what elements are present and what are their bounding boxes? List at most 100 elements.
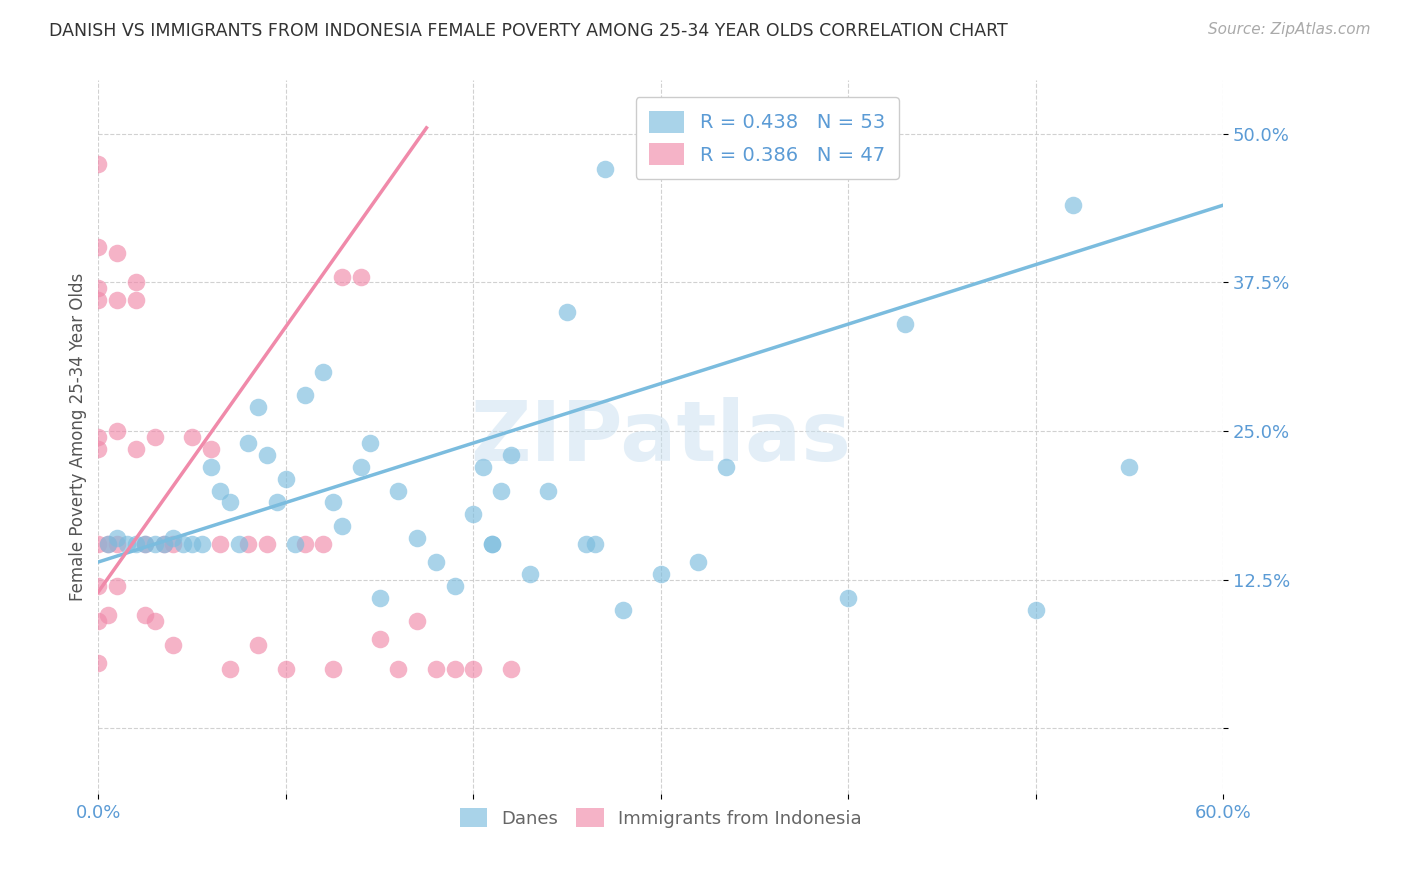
Point (716, 459, 738, 474)
Point (266, 495, 288, 509)
Point (519, 566, 541, 581)
Point (143, 615, 166, 629)
Point (153, 537, 176, 551)
Point (228, 537, 250, 551)
Point (312, 365, 335, 379)
Point (97, 537, 120, 551)
Text: Source: ZipAtlas.com: Source: ZipAtlas.com (1208, 22, 1371, 37)
Point (1118, 459, 1140, 474)
Point (425, 662, 447, 676)
Point (481, 537, 503, 551)
Point (172, 537, 194, 551)
Point (537, 483, 560, 498)
Point (491, 483, 513, 498)
Point (1025, 602, 1047, 616)
Legend: Danes, Immigrants from Indonesia: Danes, Immigrants from Indonesia (449, 797, 873, 838)
Point (125, 537, 148, 551)
Point (612, 602, 634, 616)
Point (837, 591, 859, 605)
Point (499, 662, 522, 676)
Point (246, 638, 269, 652)
Point (256, 537, 278, 551)
Point (105, 537, 128, 551)
Point (499, 448, 522, 462)
Point (688, 555, 710, 569)
Point (350, 459, 373, 474)
Point (593, 162, 616, 177)
Point (463, 508, 485, 522)
Point (105, 245, 128, 260)
Point (555, 305, 578, 319)
Text: DANISH VS IMMIGRANTS FROM INDONESIA FEMALE POVERTY AMONG 25-34 YEAR OLDS CORRELA: DANISH VS IMMIGRANTS FROM INDONESIA FEMA… (49, 22, 1008, 40)
Point (322, 662, 344, 676)
Point (143, 430, 166, 444)
Point (294, 537, 316, 551)
Point (463, 662, 485, 676)
Point (87, 442, 110, 456)
Point (893, 317, 915, 331)
Point (97, 537, 120, 551)
Point (274, 662, 297, 676)
Point (134, 537, 156, 551)
Point (134, 608, 156, 623)
Point (359, 436, 381, 450)
Point (105, 579, 128, 593)
Point (368, 632, 391, 647)
Point (87, 156, 110, 170)
Point (87, 281, 110, 295)
Point (115, 537, 138, 551)
Point (238, 436, 260, 450)
Point (387, 662, 409, 676)
Point (218, 495, 240, 509)
Point (471, 459, 494, 474)
Point (181, 537, 204, 551)
Point (330, 519, 353, 533)
Point (125, 442, 148, 456)
Point (368, 591, 391, 605)
Point (134, 537, 156, 551)
Point (387, 483, 409, 498)
Point (330, 269, 353, 284)
Point (125, 293, 148, 308)
Point (246, 401, 269, 415)
Point (218, 662, 240, 676)
Point (284, 537, 307, 551)
Point (1062, 198, 1084, 212)
Point (650, 566, 672, 581)
Point (350, 269, 373, 284)
Point (143, 537, 166, 551)
Point (575, 537, 598, 551)
Point (162, 638, 184, 652)
Point (425, 555, 447, 569)
Text: ZIPatlas: ZIPatlas (471, 397, 851, 477)
Point (406, 531, 429, 545)
Point (105, 531, 128, 545)
Point (87, 656, 110, 670)
Point (162, 531, 184, 545)
Point (162, 537, 184, 551)
Point (87, 240, 110, 254)
Point (97, 608, 120, 623)
Point (125, 276, 148, 290)
Point (256, 448, 278, 462)
Point (105, 293, 128, 308)
Point (443, 662, 465, 676)
Point (443, 579, 465, 593)
Point (274, 472, 297, 486)
Y-axis label: Female Poverty Among 25-34 Year Olds: Female Poverty Among 25-34 Year Olds (69, 273, 87, 601)
Point (87, 615, 110, 629)
Point (200, 459, 222, 474)
Point (87, 537, 110, 551)
Point (238, 537, 260, 551)
Point (406, 615, 429, 629)
Point (481, 537, 503, 551)
Point (209, 537, 232, 551)
Point (322, 495, 344, 509)
Point (181, 430, 204, 444)
Point (153, 537, 176, 551)
Point (583, 537, 606, 551)
Point (87, 293, 110, 308)
Point (87, 430, 110, 444)
Point (190, 537, 212, 551)
Point (87, 579, 110, 593)
